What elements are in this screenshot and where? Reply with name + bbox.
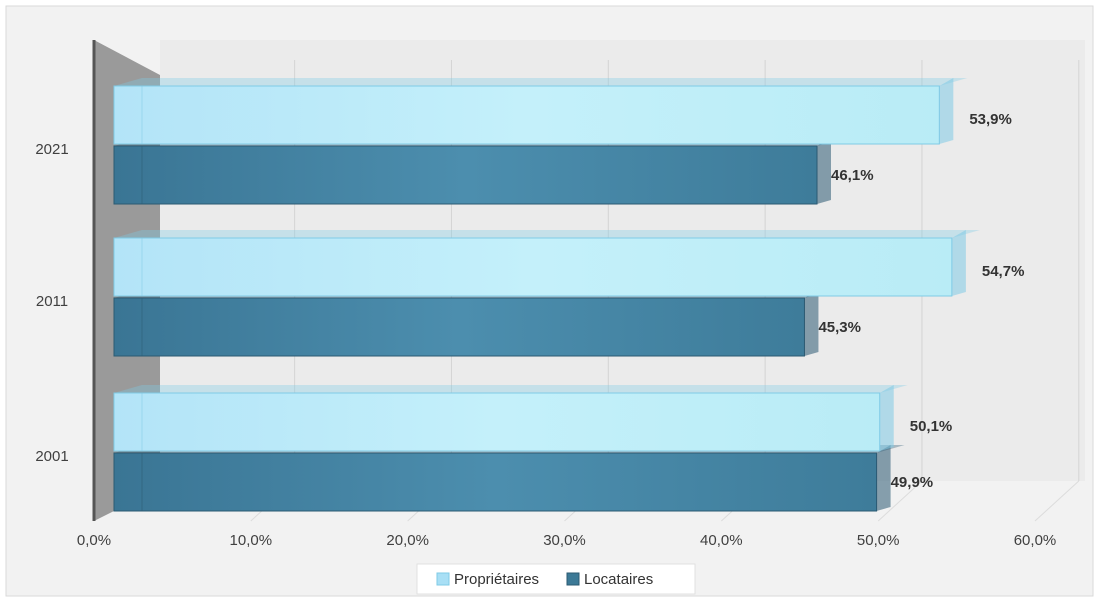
bar-locataires-2011-front [113, 297, 805, 357]
data-label-locataires-2021: 46,1% [831, 167, 874, 184]
bar-locataires-2011-end [804, 290, 819, 356]
bar-proprietaires-2001 [113, 385, 908, 452]
floor-gridline [877, 480, 923, 522]
legend-label-locataires: Locataires [584, 571, 653, 588]
bar-proprietaires-2011-front [113, 237, 953, 297]
legend: Propriétaires Locataires [416, 563, 696, 595]
data-label-proprietaires-2001: 50,1% [910, 418, 953, 435]
y-tick-label: 2021 [35, 141, 68, 158]
bar-proprietaires-2011 [113, 230, 980, 297]
legend-swatch-proprietaires [436, 572, 450, 586]
bar-proprietaires-2021-end [939, 78, 954, 144]
x-tick-label: 50,0% [857, 532, 900, 549]
bar-locataires-2001-front [113, 452, 878, 512]
bar-proprietaires-2021-front [113, 85, 940, 145]
data-label-proprietaires-2011: 54,7% [982, 263, 1025, 280]
legend-label-proprietaires: Propriétaires [454, 571, 539, 588]
bar-proprietaires-2021 [113, 78, 968, 145]
y-tick-label: 2011 [36, 293, 68, 310]
bar-locataires-2021 [113, 138, 846, 205]
bar-locataires-2001-end [876, 445, 891, 511]
x-tick-label: 30,0% [543, 532, 586, 549]
bar-proprietaires-2011-end [951, 230, 966, 296]
legend-box [416, 563, 696, 595]
x-tick-label: 20,0% [386, 532, 429, 549]
bar-locataires-2001 [113, 445, 905, 512]
bar-proprietaires-2021-top [114, 78, 968, 86]
bar-locataires-2021-end [817, 138, 832, 204]
x-tick-label: 0,0% [77, 532, 111, 549]
data-label-proprietaires-2021: 53,9% [969, 111, 1012, 128]
x-tick-label: 60,0% [1014, 532, 1057, 549]
data-label-locataires-2011: 45,3% [818, 319, 861, 336]
data-label-locataires-2001: 49,9% [891, 474, 934, 491]
x-tick-label: 40,0% [700, 532, 743, 549]
bar-proprietaires-2001-top [114, 385, 908, 393]
bar-proprietaires-2001-end [879, 385, 894, 451]
bar-locataires-2021-front [113, 145, 818, 205]
floor-gridline [1034, 480, 1080, 522]
bar-locataires-2011 [113, 290, 833, 357]
x-tick-label: 10,0% [230, 532, 273, 549]
legend-swatch-locataires [566, 572, 580, 586]
bar-proprietaires-2011-top [114, 230, 980, 238]
y-tick-label: 2001 [35, 448, 68, 465]
bar-proprietaires-2001-front [113, 392, 881, 452]
